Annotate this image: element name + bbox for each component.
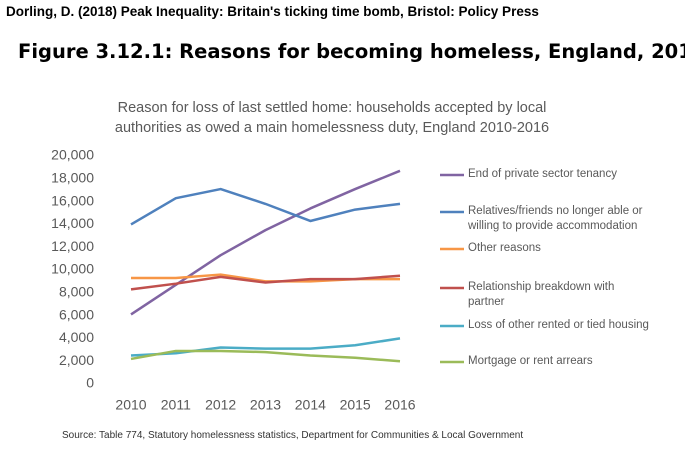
y-tick-label: 8,000 bbox=[59, 284, 94, 300]
series-line bbox=[130, 169, 401, 316]
legend-label: Relationship breakdown with partner bbox=[468, 281, 615, 308]
source-note: Source: Table 774, Statutory homelessnes… bbox=[62, 430, 524, 441]
y-tick-label: 20,000 bbox=[51, 147, 94, 163]
figure-title: Figure 3.12.1: Reasons for becoming home… bbox=[18, 40, 685, 63]
y-tick-label: 14,000 bbox=[51, 215, 94, 231]
x-tick-label: 2011 bbox=[161, 397, 191, 413]
series-line bbox=[130, 187, 401, 226]
y-tick-label: 4,000 bbox=[59, 329, 94, 345]
legend-label: Relatives/friends no longer able or will… bbox=[468, 205, 643, 232]
legend-label: End of private sector tenancy bbox=[468, 168, 617, 180]
y-tick-label: 10,000 bbox=[51, 261, 94, 277]
y-tick-label: 0 bbox=[86, 375, 94, 391]
series-line bbox=[130, 349, 401, 363]
x-tick-label: 2012 bbox=[205, 397, 236, 413]
citation: Dorling, D. (2018) Peak Inequality: Brit… bbox=[6, 4, 539, 19]
y-tick-label: 18,000 bbox=[51, 170, 94, 186]
y-tick-label: 12,000 bbox=[51, 238, 94, 254]
legend-label: Mortgage or rent arrears bbox=[468, 355, 593, 367]
y-tick-label: 6,000 bbox=[59, 306, 94, 322]
y-tick-label: 2,000 bbox=[59, 352, 94, 368]
x-tick-label: 2015 bbox=[340, 397, 371, 413]
legend-label: Other reasons bbox=[468, 242, 541, 254]
chart-title: Reason for loss of last settled home: ho… bbox=[114, 100, 550, 136]
x-tick-label: 2014 bbox=[295, 397, 326, 413]
x-tick-label: 2010 bbox=[115, 397, 146, 413]
series-line bbox=[130, 274, 401, 291]
legend-label: Loss of other rented or tied housing bbox=[468, 319, 649, 331]
x-tick-label: 2016 bbox=[384, 397, 415, 413]
x-tick-label: 2013 bbox=[250, 397, 281, 413]
series-line bbox=[130, 337, 401, 357]
y-tick-label: 16,000 bbox=[51, 192, 94, 208]
